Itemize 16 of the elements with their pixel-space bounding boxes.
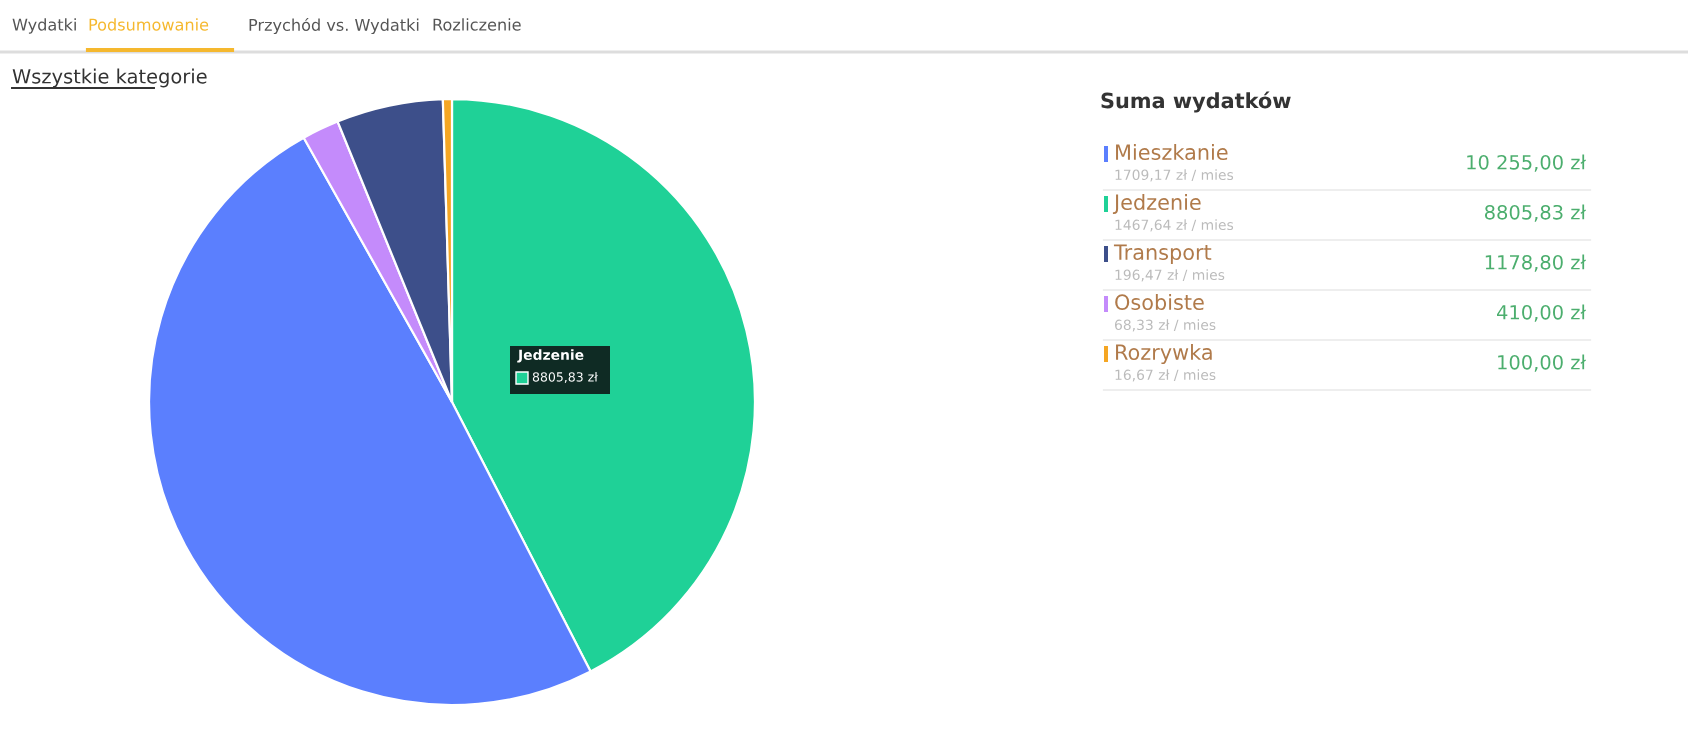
legend-label: Transport (1113, 244, 1212, 265)
text: Wszystkie kategorie (12, 68, 207, 88)
text: Rozliczenie (433, 18, 521, 31)
text: Przychód vs. Wydatki (249, 17, 419, 35)
data-label: 100,00 zł (1498, 354, 1587, 372)
legend-label: Mieszkanie (1116, 143, 1228, 161)
data-label: 410,00 zł (1497, 304, 1587, 322)
chart-title: Suma wydatków (1101, 91, 1291, 113)
legend-label: Jedzenie (1112, 193, 1201, 214)
data-label: 8805,83 zł (1485, 204, 1587, 222)
data-label: 10 255,00 zł (1467, 154, 1587, 172)
text: Wydatki (12, 18, 76, 34)
data-label: 1178,80 zł (1485, 254, 1587, 272)
legend-label: Osobiste (1115, 293, 1204, 311)
text: Podsumowanie (89, 18, 209, 31)
legend-label: Rozrywka (1116, 343, 1212, 365)
